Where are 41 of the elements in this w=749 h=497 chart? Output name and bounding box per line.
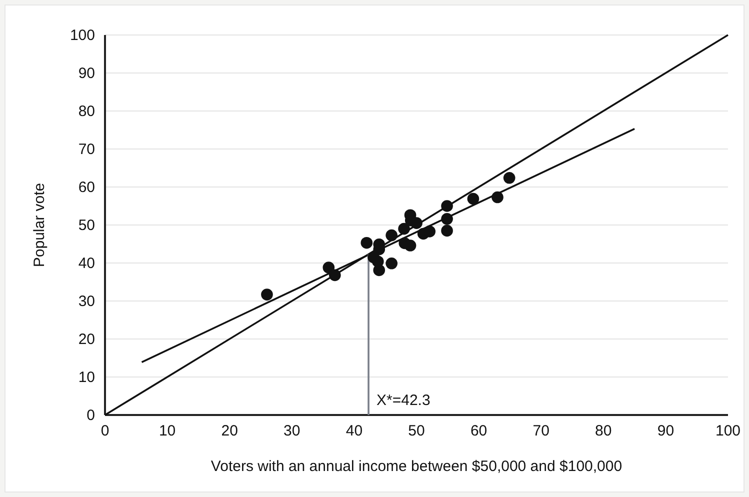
point: [503, 172, 516, 184]
point: [398, 222, 410, 235]
x-tick-label: 60: [470, 422, 488, 440]
point: [373, 264, 386, 276]
point: [360, 236, 373, 249]
point: [322, 262, 335, 274]
x-tick-label: 80: [595, 422, 612, 440]
point: [441, 224, 453, 237]
point: [441, 213, 453, 225]
point: [410, 217, 422, 230]
x-tick-label: 10: [158, 422, 176, 440]
x-tick-label: 90: [657, 422, 674, 440]
point: [441, 200, 453, 212]
y-tick-label: 40: [78, 254, 95, 272]
y-tick-label: 30: [78, 292, 95, 310]
point: [467, 192, 480, 205]
y-tick-label: 90: [78, 64, 95, 82]
y-axis-title: Popular vote: [31, 182, 48, 268]
point: [404, 240, 416, 252]
x-tick-label: 100: [715, 422, 741, 440]
annotation: X*=42.3: [376, 392, 430, 409]
point: [328, 269, 341, 282]
y-tick-label: 80: [78, 102, 95, 120]
y-tick-label: 60: [78, 178, 95, 196]
y-tick-label: 50: [78, 216, 95, 234]
x-tick-label: 70: [532, 422, 550, 440]
y-tick-label: 70: [78, 140, 95, 158]
y-tick-label: 10: [78, 368, 95, 386]
x-tick-label: 50: [408, 422, 425, 440]
point: [386, 229, 398, 242]
x-tick-label: 0: [100, 422, 110, 440]
y-tick-label: 100: [70, 26, 95, 44]
point: [261, 288, 273, 300]
point: [492, 191, 504, 204]
x-tick-label: 30: [284, 422, 300, 440]
y-tick-label: 20: [78, 330, 95, 348]
x-axis-title: Voters with an annual income between $50,000 and $100,000: [210, 458, 622, 475]
x-tick-label: 20: [221, 422, 238, 440]
y-tick-label: 0: [86, 406, 95, 424]
x-tick-label: 40: [346, 422, 363, 440]
point: [386, 257, 398, 270]
